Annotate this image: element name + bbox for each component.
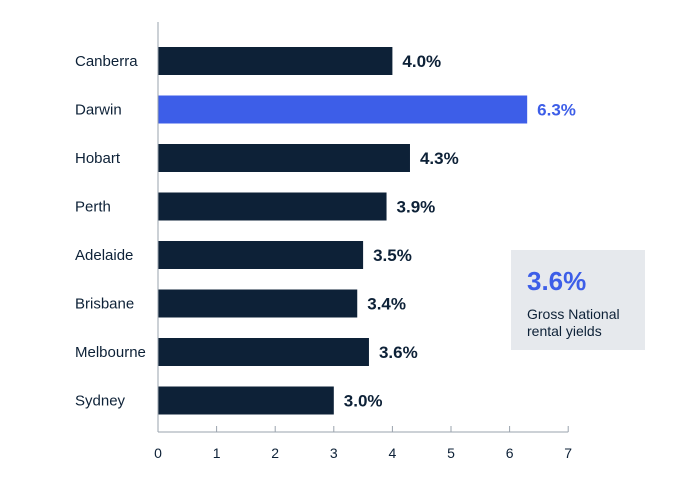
bar-adelaide	[158, 241, 364, 269]
x-tick-label: 6	[506, 445, 514, 461]
x-tick-label: 4	[389, 445, 397, 461]
x-tick-label: 2	[271, 445, 279, 461]
category-label: Canberra	[75, 53, 138, 70]
category-label: Sydney	[75, 393, 126, 410]
callout-label: Gross National rental yields	[527, 306, 620, 339]
value-label: 3.0%	[344, 392, 383, 411]
bar-brisbane	[158, 289, 358, 318]
category-label: Darwin	[75, 102, 122, 119]
value-label: 6.3%	[537, 101, 576, 120]
callout-value: 3.6%	[527, 266, 587, 296]
x-tick-label: 7	[564, 445, 572, 461]
bar-darwin	[158, 95, 528, 124]
x-tick-label: 0	[154, 445, 162, 461]
bar-perth	[158, 192, 387, 221]
x-tick-label: 1	[213, 445, 221, 461]
category-label: Hobart	[75, 150, 121, 167]
x-tick-label: 3	[330, 445, 338, 461]
x-tick-label: 5	[447, 445, 455, 461]
value-label: 4.0%	[402, 52, 441, 71]
bar-hobart	[158, 144, 410, 172]
bar-canberra	[158, 47, 393, 75]
value-label: 3.5%	[373, 246, 412, 265]
value-label: 3.6%	[379, 343, 418, 362]
category-label: Brisbane	[75, 296, 134, 313]
category-label: Melbourne	[75, 344, 146, 361]
bar-melbourne	[158, 338, 369, 366]
value-label: 3.9%	[397, 198, 436, 217]
bars-group: Canberra 4.0% Darwin 6.3% Hobart 4.3% Perth 3.9…	[75, 47, 576, 415]
value-label: 4.3%	[420, 149, 459, 168]
national-yield-callout: 3.6% Gross National rental yields	[511, 250, 645, 350]
category-label: Adelaide	[75, 247, 133, 264]
bar-sydney	[158, 386, 334, 415]
value-label: 3.4%	[367, 295, 406, 314]
axes-group: 0 1 2 3 4 5 6 7	[154, 22, 572, 461]
category-label: Perth	[75, 199, 111, 216]
